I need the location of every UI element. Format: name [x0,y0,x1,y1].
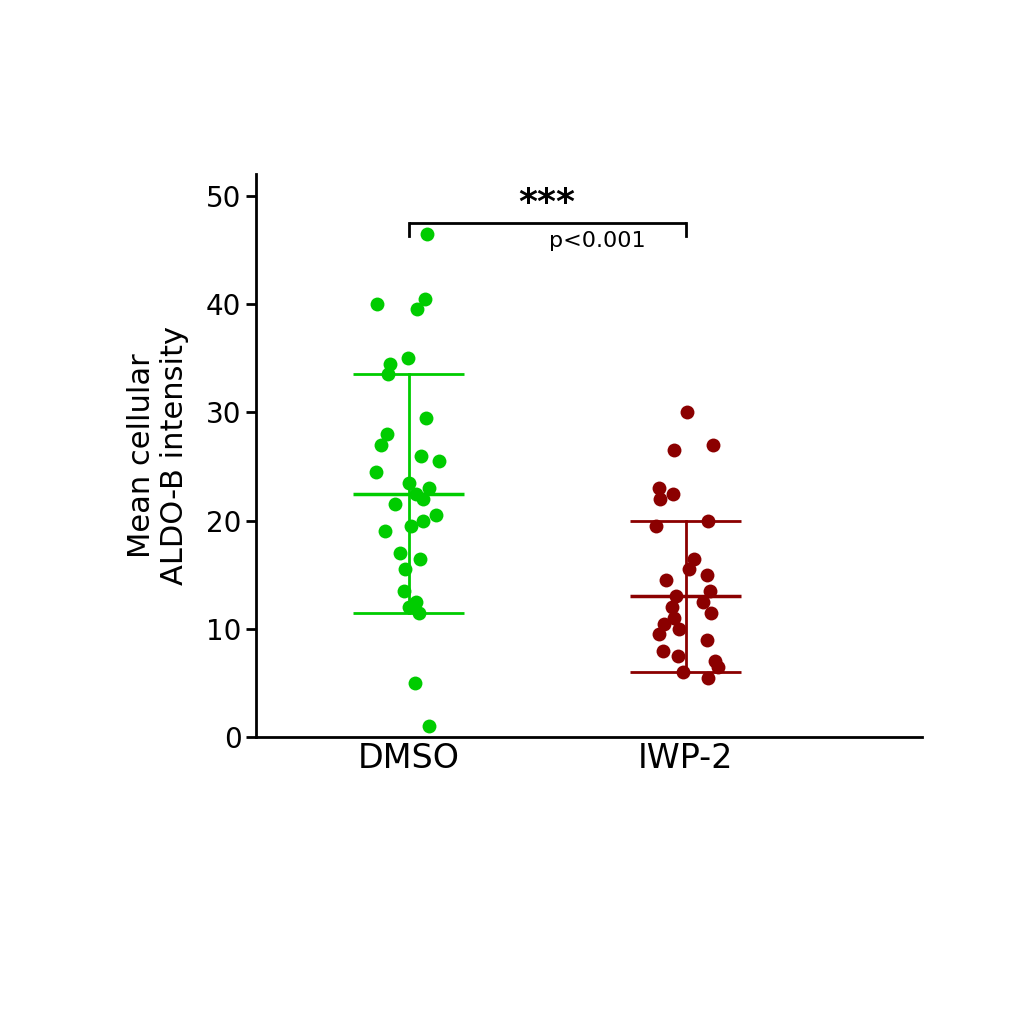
Point [368,464,384,480]
Point [675,665,691,681]
Point [396,583,413,599]
Point [408,675,424,691]
Point [421,480,437,497]
Point [699,670,716,686]
Point [378,426,394,442]
Point [373,436,389,453]
Point [705,436,721,453]
Point [400,350,417,367]
Point [703,604,720,621]
Point [401,474,418,490]
Point [419,225,435,242]
Point [408,485,424,502]
Point [694,594,711,610]
Point [418,410,434,426]
Point [428,507,444,523]
Point [668,588,684,604]
Point [409,594,425,610]
Point [710,658,726,675]
Point [681,561,697,578]
Point [386,497,402,513]
Point [701,583,718,599]
Point [666,610,682,627]
Point [382,355,398,372]
Point [665,485,681,502]
Point [410,301,426,317]
Point [650,627,667,643]
Point [654,642,671,658]
Point [415,512,431,528]
Y-axis label: Mean cellular
ALDO-B intensity: Mean cellular ALDO-B intensity [127,327,189,585]
Point [401,599,418,615]
Point [666,442,682,459]
Point [403,518,420,535]
Point [650,480,667,497]
Point [396,561,413,578]
Point [686,550,702,566]
Point [708,653,724,670]
Point [369,296,385,312]
Point [417,291,433,307]
Point [699,512,716,528]
Point [380,367,396,383]
Point [412,550,428,566]
Point [647,518,664,535]
Point [655,615,672,632]
Point [665,599,681,615]
Point [415,490,431,507]
Point [392,545,409,561]
Point [679,404,695,421]
Point [430,453,446,469]
Point [652,490,669,507]
Text: ***: *** [519,185,575,219]
Point [377,523,393,540]
Point [699,632,716,648]
Point [671,621,687,637]
Point [421,718,437,734]
Text: p<0.001: p<0.001 [549,231,645,252]
Point [657,572,674,589]
Point [699,566,716,583]
Point [413,447,429,464]
Point [670,648,686,665]
Point [411,604,427,621]
